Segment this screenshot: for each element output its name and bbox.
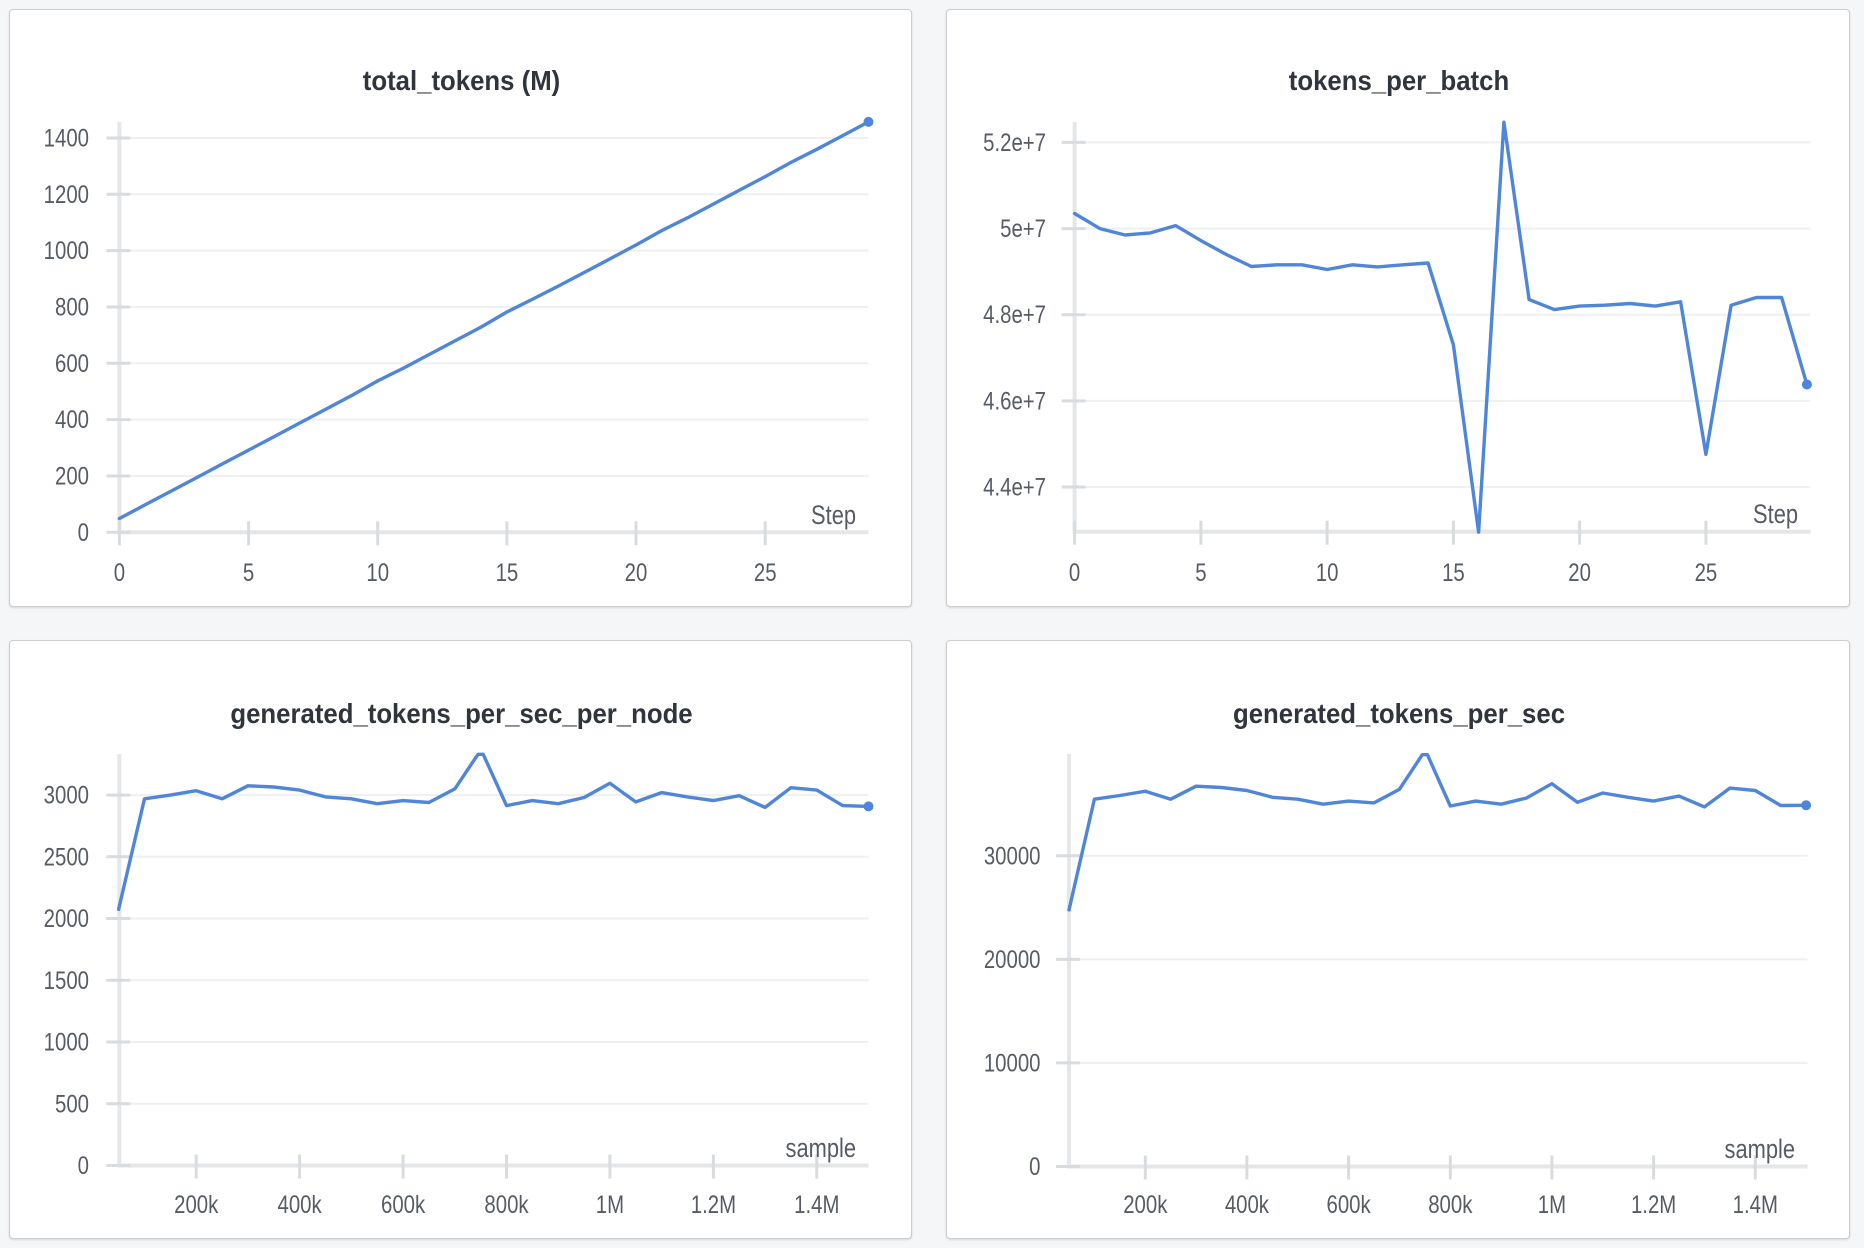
svg-text:25: 25 (1695, 558, 1718, 587)
svg-text:total_tokens (M): total_tokens (M) (363, 65, 560, 96)
svg-text:generated_tokens_per_sec_per_n: generated_tokens_per_sec_per_node (230, 698, 692, 729)
svg-text:1400: 1400 (44, 123, 89, 152)
svg-text:1000: 1000 (44, 236, 89, 265)
svg-text:2000: 2000 (44, 904, 89, 933)
svg-text:30000: 30000 (984, 841, 1041, 870)
svg-text:sample: sample (1725, 1135, 1795, 1165)
svg-text:5: 5 (243, 558, 254, 587)
svg-text:10: 10 (1316, 558, 1339, 587)
svg-text:Step: Step (1753, 500, 1798, 530)
svg-text:0: 0 (78, 1151, 89, 1180)
svg-text:200: 200 (55, 461, 89, 490)
svg-text:1.2M: 1.2M (691, 1190, 736, 1219)
svg-text:Step: Step (811, 501, 856, 531)
svg-text:1M: 1M (1538, 1190, 1566, 1219)
svg-text:sample: sample (786, 1134, 856, 1164)
svg-text:3000: 3000 (44, 781, 89, 810)
svg-text:20: 20 (625, 558, 648, 587)
svg-text:4.8e+7: 4.8e+7 (983, 300, 1046, 329)
svg-text:800k: 800k (1428, 1190, 1473, 1219)
svg-text:1500: 1500 (44, 966, 89, 995)
svg-text:4.4e+7: 4.4e+7 (983, 472, 1046, 501)
svg-text:5.2e+7: 5.2e+7 (983, 128, 1046, 157)
svg-text:10: 10 (366, 558, 389, 587)
svg-text:0: 0 (114, 558, 125, 587)
svg-text:800: 800 (55, 292, 89, 321)
svg-text:1.2M: 1.2M (1631, 1190, 1676, 1219)
svg-text:5e+7: 5e+7 (1000, 214, 1046, 243)
svg-text:generated_tokens_per_sec: generated_tokens_per_sec (1233, 698, 1565, 729)
svg-text:1.4M: 1.4M (794, 1190, 839, 1219)
svg-text:25: 25 (754, 558, 777, 587)
svg-text:800k: 800k (484, 1190, 529, 1219)
svg-text:0: 0 (1029, 1152, 1040, 1181)
svg-text:200k: 200k (1123, 1190, 1168, 1219)
svg-text:0: 0 (78, 518, 89, 547)
svg-text:600k: 600k (1327, 1190, 1372, 1219)
svg-text:0: 0 (1069, 558, 1080, 587)
svg-text:15: 15 (496, 558, 519, 587)
svg-text:15: 15 (1442, 558, 1465, 587)
svg-text:5: 5 (1195, 558, 1206, 587)
svg-text:200k: 200k (174, 1190, 219, 1219)
svg-text:4.6e+7: 4.6e+7 (983, 386, 1046, 415)
svg-text:400k: 400k (278, 1190, 323, 1219)
svg-text:1.4M: 1.4M (1733, 1190, 1778, 1219)
svg-text:2500: 2500 (44, 842, 89, 871)
svg-text:400: 400 (55, 405, 89, 434)
svg-text:tokens_per_batch: tokens_per_batch (1289, 65, 1509, 96)
svg-text:600k: 600k (381, 1190, 426, 1219)
svg-text:1200: 1200 (44, 180, 89, 209)
svg-text:20000: 20000 (984, 945, 1041, 974)
svg-text:600: 600 (55, 349, 89, 378)
svg-text:500: 500 (55, 1089, 89, 1118)
svg-text:20: 20 (1568, 558, 1591, 587)
svg-text:400k: 400k (1225, 1190, 1270, 1219)
svg-text:1000: 1000 (44, 1027, 89, 1056)
svg-text:1M: 1M (596, 1190, 624, 1219)
svg-text:10000: 10000 (984, 1048, 1041, 1077)
